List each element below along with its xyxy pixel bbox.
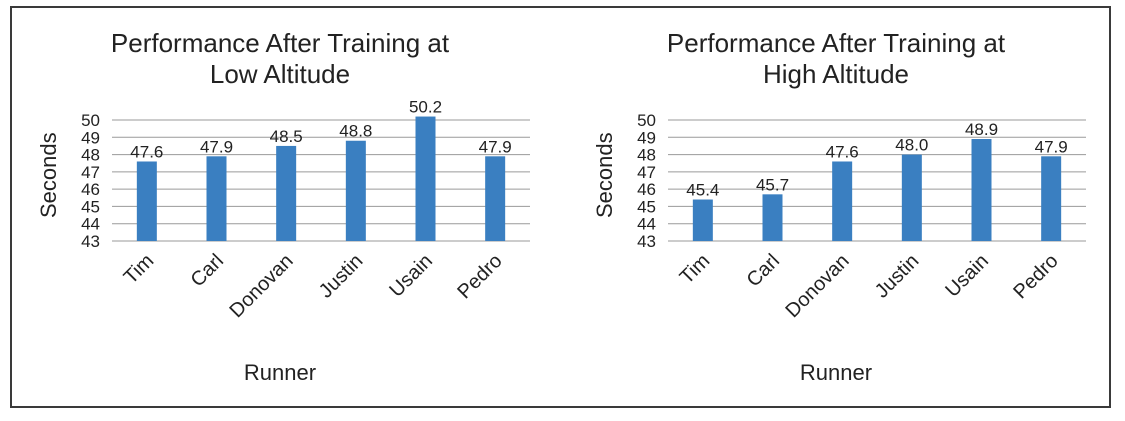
bar xyxy=(762,194,783,241)
y-tick-label: 46 xyxy=(637,180,656,199)
bar xyxy=(832,161,853,241)
y-tick-label: 43 xyxy=(81,232,100,251)
y-tick-label: 44 xyxy=(637,215,656,234)
data-label: 50.2 xyxy=(409,98,442,117)
x-tick-label: Tim xyxy=(676,250,715,289)
chart-title-line-2: Low Altitude xyxy=(209,59,351,89)
x-tick-label: Tim xyxy=(120,250,159,289)
y-tick-label: 46 xyxy=(81,180,100,199)
data-label: 47.6 xyxy=(130,142,163,161)
y-tick-label: 44 xyxy=(81,215,100,234)
x-tick-label: Justin xyxy=(871,250,924,303)
y-tick-label: 50 xyxy=(81,111,100,130)
bar xyxy=(415,116,436,241)
chart-title-line-2: High Altitude xyxy=(763,59,909,89)
bar xyxy=(136,161,157,241)
bar xyxy=(901,154,922,241)
data-label: 45.4 xyxy=(686,181,719,200)
x-tick-label: Usain xyxy=(385,250,437,302)
data-label: 48.5 xyxy=(270,127,303,146)
figure-frame xyxy=(10,6,1111,408)
data-label: 48.8 xyxy=(339,122,372,141)
chart-title: Performance After Training at High Altit… xyxy=(556,28,1116,90)
data-label: 48.0 xyxy=(895,136,928,155)
bar xyxy=(206,156,227,241)
x-tick-label: Pedro xyxy=(453,250,506,303)
x-tick-label: Carl xyxy=(743,250,784,291)
x-tick-label: Donovan xyxy=(782,250,854,322)
x-tick-label: Justin xyxy=(315,250,368,303)
bar xyxy=(485,156,506,241)
y-tick-label: 43 xyxy=(637,232,656,251)
y-tick-label: 47 xyxy=(637,163,656,182)
y-tick-label: 50 xyxy=(637,111,656,130)
bar xyxy=(692,199,713,241)
chart-title-line-1: Performance After Training at xyxy=(110,28,450,58)
chart-title: Performance After Training at Low Altitu… xyxy=(0,28,560,90)
chart-low-altitude: Performance After Training at Low Altitu… xyxy=(0,0,560,421)
bar xyxy=(345,140,366,241)
data-label: 47.9 xyxy=(200,137,233,156)
y-tick-label: 49 xyxy=(81,128,100,147)
chart-title-line-1: Performance After Training at xyxy=(666,28,1006,58)
x-axis-label: Runner xyxy=(799,360,873,385)
data-label: 45.7 xyxy=(756,175,789,194)
x-tick-label: Carl xyxy=(187,250,228,291)
data-label: 47.9 xyxy=(1035,137,1068,156)
x-tick-label: Pedro xyxy=(1009,250,1062,303)
y-tick-label: 45 xyxy=(81,197,100,216)
y-tick-label: 47 xyxy=(81,163,100,182)
data-label: 48.9 xyxy=(965,120,998,139)
bar xyxy=(1041,156,1062,241)
chart-high-altitude: Performance After Training at High Altit… xyxy=(556,0,1116,421)
data-label: 47.9 xyxy=(479,137,512,156)
x-tick-label: Donovan xyxy=(226,250,298,322)
y-tick-label: 49 xyxy=(637,128,656,147)
x-tick-label: Usain xyxy=(941,250,993,302)
data-label: 47.6 xyxy=(826,142,859,161)
y-tick-label: 48 xyxy=(81,146,100,165)
x-axis-label: Runner xyxy=(243,360,317,385)
bar xyxy=(971,139,992,241)
bar xyxy=(276,145,297,241)
y-tick-label: 45 xyxy=(637,197,656,216)
y-tick-label: 48 xyxy=(637,146,656,165)
